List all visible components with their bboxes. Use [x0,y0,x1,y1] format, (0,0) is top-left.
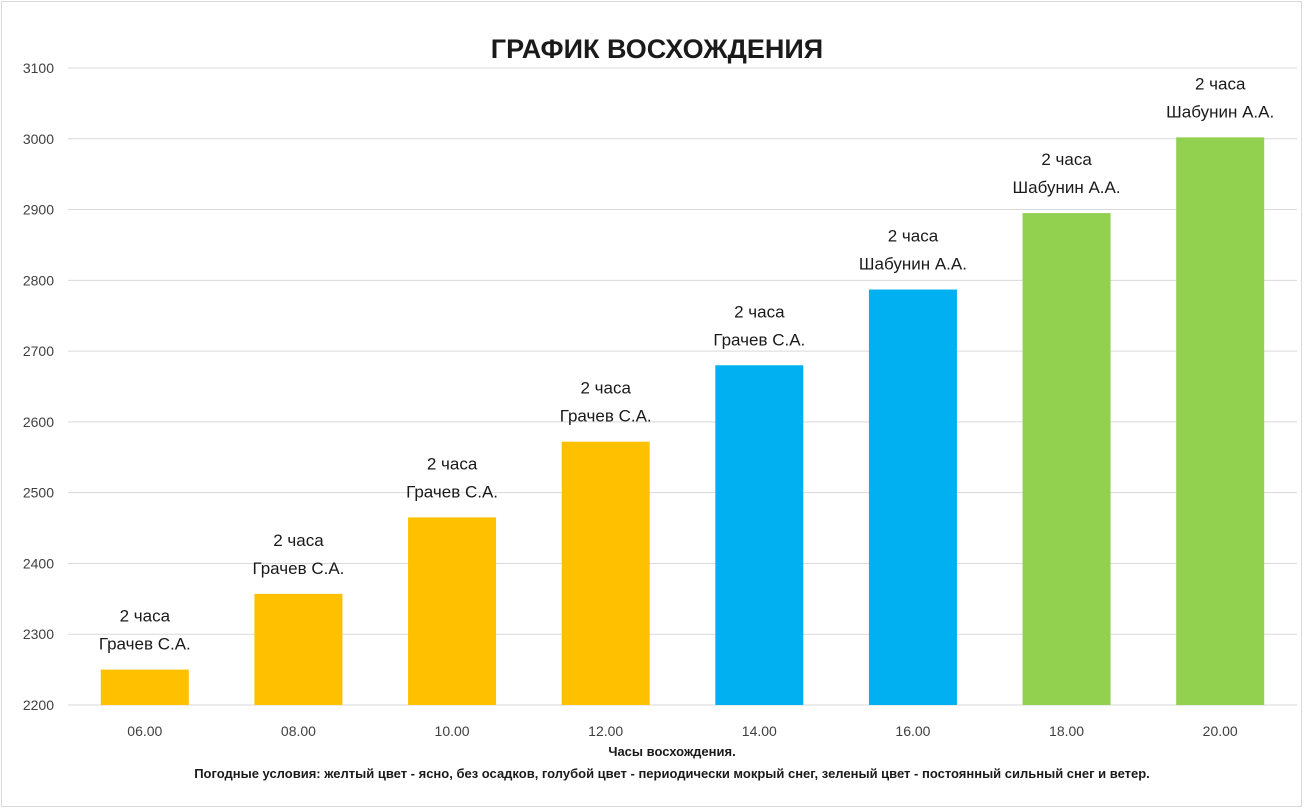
x-tick-label: 12.00 [588,723,623,739]
x-tick-label: 18.00 [1049,723,1084,739]
y-tick-label: 2200 [23,697,54,713]
y-tick-label: 2800 [23,272,54,288]
data-label-duration: 2 часа [427,454,478,473]
y-tick-label: 2400 [23,555,54,571]
data-label-duration: 2 часа [1195,74,1246,93]
data-label-climber: Шабунин А.А. [1013,178,1121,197]
data-label-climber: Грачев С.А. [252,559,344,578]
data-label-climber: Грачев С.А. [99,635,191,654]
data-label-climber: Шабунин А.А. [1166,102,1274,121]
bar [254,593,343,705]
x-tick-label: 06.00 [127,723,162,739]
bar [715,365,804,705]
gridlines [68,67,1297,706]
data-label-duration: 2 часа [580,379,631,398]
y-tick-label: 2600 [23,414,54,430]
data-label-duration: 2 часа [120,607,171,626]
data-labels: 2 часа Грачев С.А. 2 часа Грачев С.А. 2 часа… [99,74,1274,653]
data-label-duration: 2 часа [734,302,785,321]
weather-note: Погодные условия: желтый цвет - ясно, бе… [194,766,1150,781]
x-tick-label: 10.00 [435,723,470,739]
bar [1022,213,1111,705]
bar [868,289,957,705]
data-label-duration: 2 часа [273,531,324,550]
x-tick-label: 16.00 [895,723,930,739]
y-tick-label: 2900 [23,202,54,218]
x-axis-label: Часы восхождения. [608,744,735,759]
bar [408,517,497,705]
y-tick-label: 2500 [23,485,54,501]
y-tick-label: 2300 [23,626,54,642]
x-tick-label: 08.00 [281,723,316,739]
x-axis-ticks: 06.00 08.00 10.00 12.00 14.00 16.00 18.00 20.00 [127,723,1238,739]
data-label-climber: Грачев С.А. [713,330,805,349]
data-label-climber: Грачев С.А. [560,407,652,426]
bar [100,669,189,705]
y-tick-label: 3100 [23,60,54,76]
x-tick-label: 14.00 [742,723,777,739]
x-tick-label: 20.00 [1203,723,1238,739]
y-axis-ticks: 2200 2300 2400 2500 2600 2700 2800 2900 3000 3100 [23,60,54,713]
bars [100,137,1265,705]
data-label-duration: 2 часа [1041,150,1092,169]
bar [561,441,650,705]
y-tick-label: 2700 [23,343,54,359]
data-label-duration: 2 часа [888,227,939,246]
chart-title: ГРАФИК ВОСХОЖДЕНИЯ [491,34,823,64]
data-label-climber: Шабунин А.А. [859,255,967,274]
data-label-climber: Грачев С.А. [406,482,498,501]
y-tick-label: 3000 [23,131,54,147]
bar [1176,137,1265,705]
